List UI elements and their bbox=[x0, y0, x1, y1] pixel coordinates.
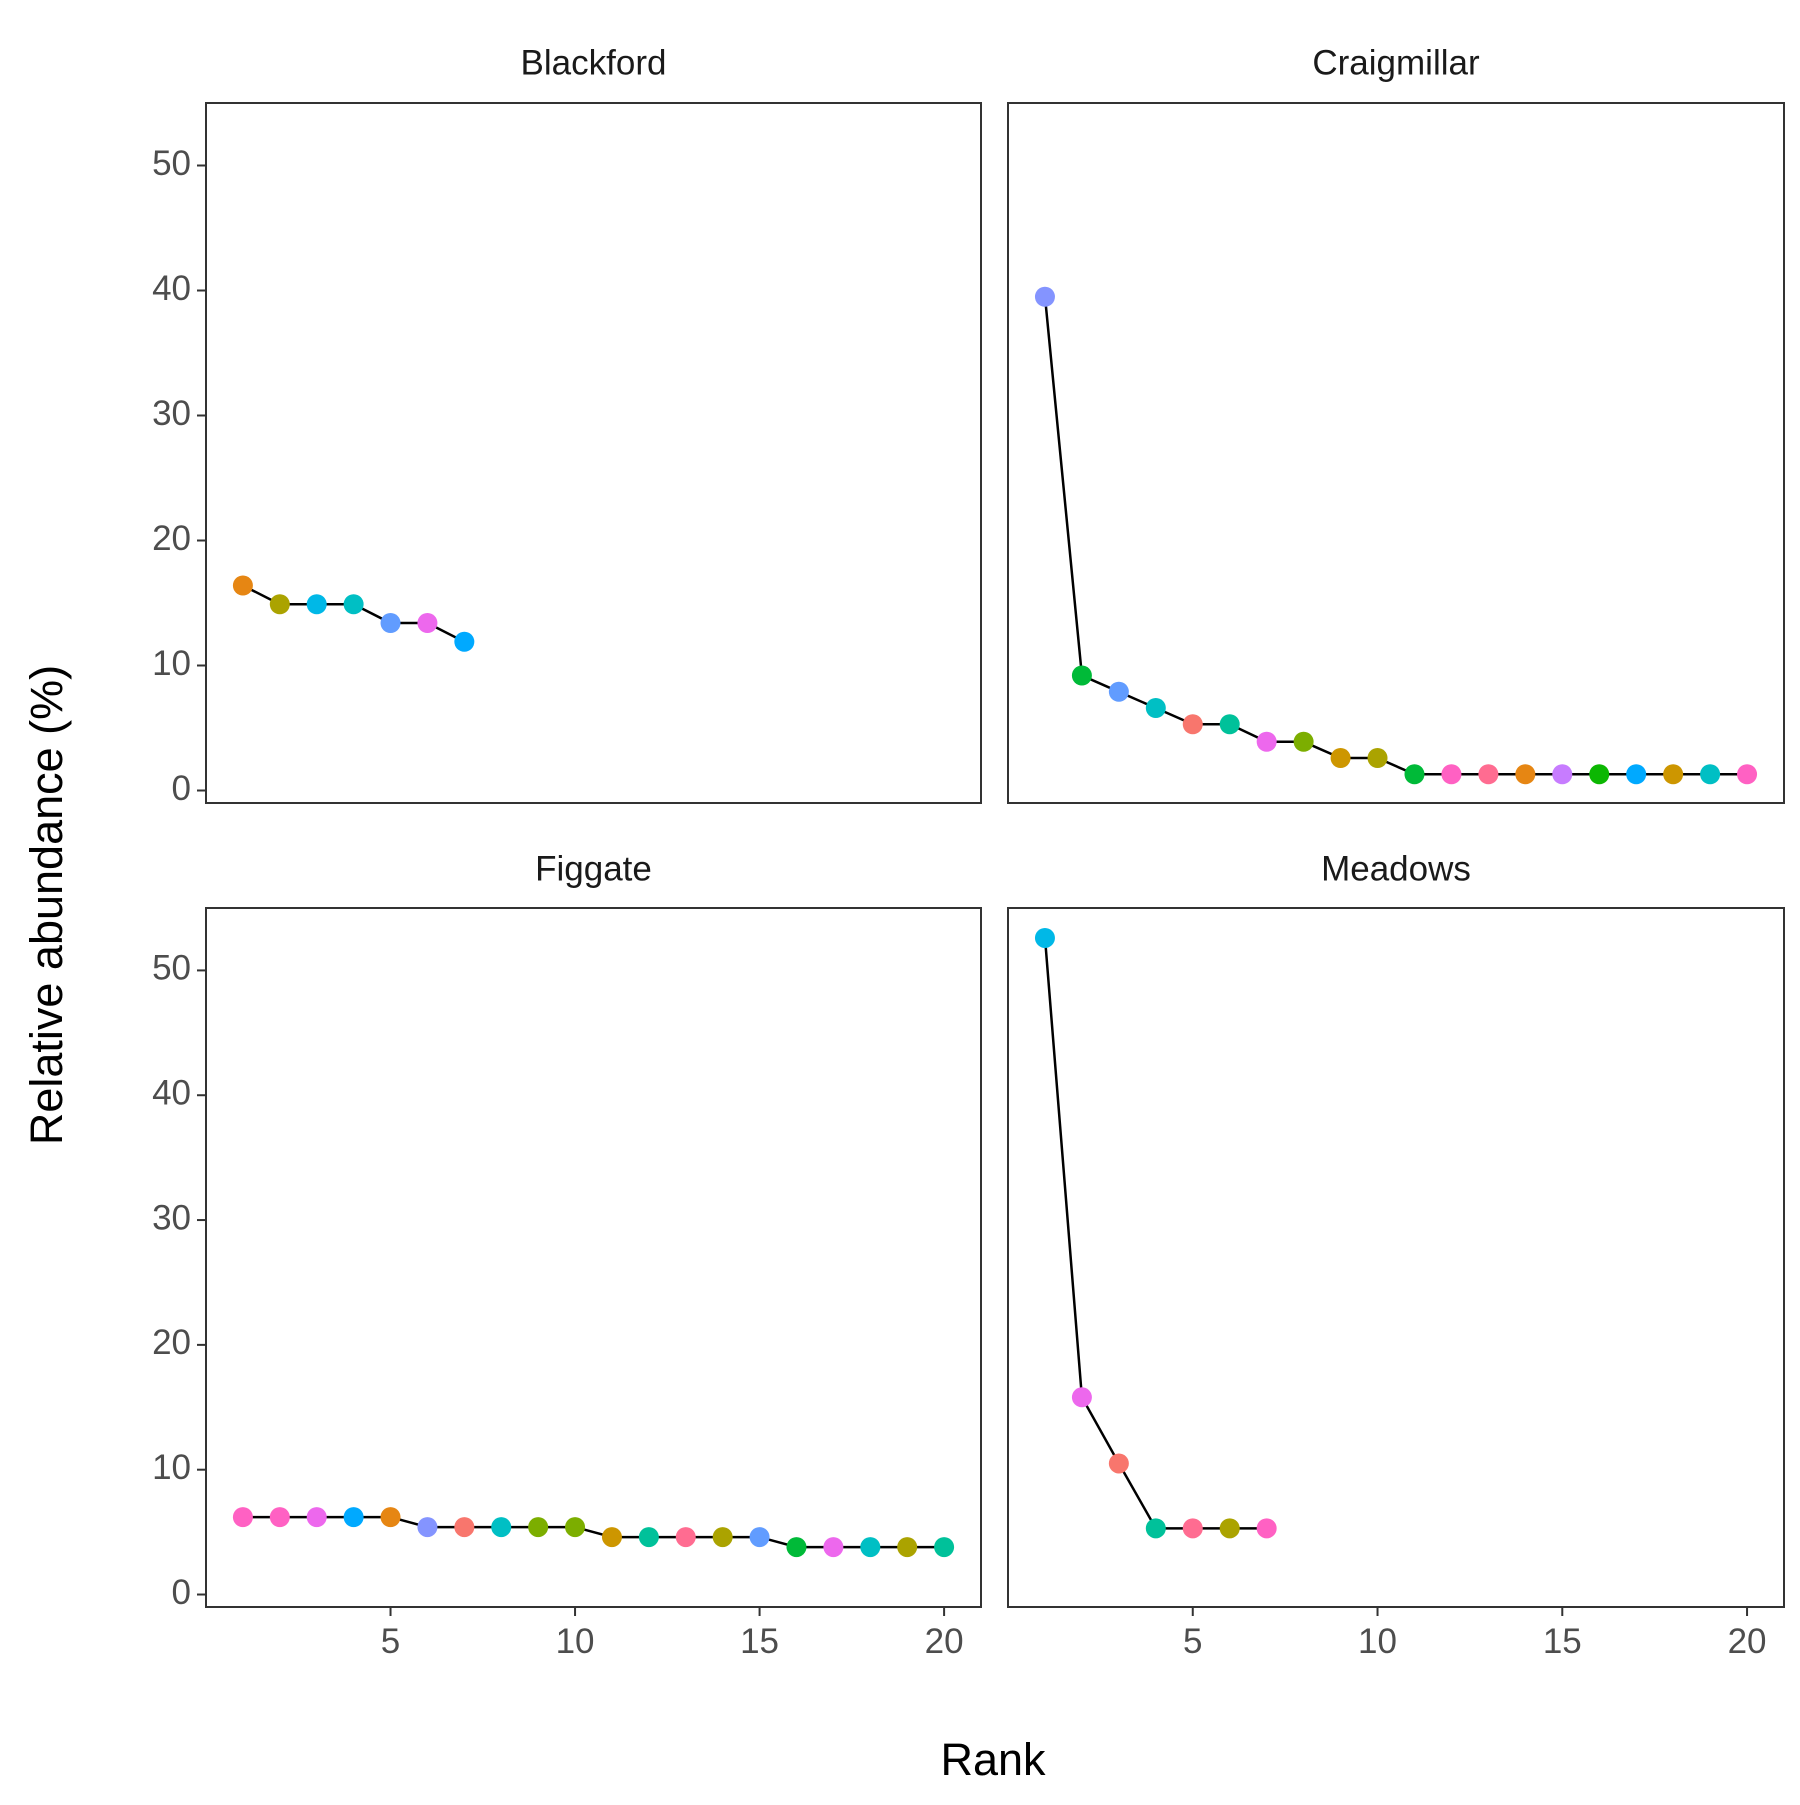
data-point-figgate bbox=[565, 1517, 586, 1538]
data-point-blackford bbox=[232, 575, 253, 596]
x-tick-label: 10 bbox=[556, 1622, 595, 1661]
data-point-craigmillar bbox=[1404, 764, 1425, 785]
data-point-meadows bbox=[1108, 1453, 1129, 1474]
data-point-blackford bbox=[417, 613, 438, 633]
data-point-craigmillar bbox=[1700, 764, 1721, 785]
data-point-craigmillar bbox=[1589, 764, 1610, 785]
panel-meadows: Meadows 5 10 15 20 bbox=[1007, 849, 1785, 1661]
data-point-craigmillar bbox=[1071, 665, 1092, 686]
panel-blackford: Blackford 0 10 20 30 40 50 bbox=[152, 43, 982, 808]
data-point-figgate bbox=[601, 1527, 622, 1548]
x-tick-label: 5 bbox=[1183, 1622, 1202, 1661]
x-tick-label: 5 bbox=[381, 1622, 400, 1661]
panel-title-craigmillar: Craigmillar bbox=[1312, 43, 1480, 82]
data-point-craigmillar bbox=[1441, 764, 1462, 785]
data-point-blackford bbox=[454, 631, 475, 652]
data-point-craigmillar bbox=[1737, 764, 1758, 785]
data-point-craigmillar bbox=[1108, 681, 1129, 702]
data-point-meadows bbox=[1182, 1518, 1203, 1539]
data-point-craigmillar bbox=[1330, 748, 1351, 768]
data-point-craigmillar bbox=[1626, 764, 1647, 785]
panel-border bbox=[1007, 102, 1785, 804]
data-point-meadows bbox=[1034, 927, 1055, 948]
panel-border bbox=[205, 907, 982, 1608]
y-tick-label: 0 bbox=[172, 1573, 191, 1612]
y-tick-label: 40 bbox=[152, 269, 191, 308]
y-tick-label: 30 bbox=[152, 1198, 191, 1237]
data-point-figgate bbox=[343, 1507, 364, 1528]
x-tick-label: 10 bbox=[1358, 1622, 1397, 1661]
data-point-meadows bbox=[1219, 1518, 1240, 1539]
y-tick-label: 30 bbox=[152, 394, 191, 433]
data-point-figgate bbox=[638, 1527, 659, 1548]
data-point-figgate bbox=[306, 1507, 327, 1528]
x-tick-label: 15 bbox=[1543, 1622, 1582, 1661]
panel-title-meadows: Meadows bbox=[1321, 849, 1471, 888]
data-point-craigmillar bbox=[1478, 764, 1499, 785]
panel-border bbox=[205, 102, 982, 804]
data-point-blackford bbox=[269, 594, 290, 615]
data-point-craigmillar bbox=[1293, 731, 1314, 752]
y-tick-label: 40 bbox=[152, 1073, 191, 1112]
data-point-figgate bbox=[712, 1527, 733, 1548]
data-point-figgate bbox=[417, 1517, 438, 1538]
data-point-craigmillar bbox=[1034, 286, 1055, 307]
data-point-craigmillar bbox=[1219, 714, 1240, 735]
x-tick-label: 15 bbox=[740, 1622, 779, 1661]
x-tick-label: 20 bbox=[1728, 1622, 1767, 1661]
panel-title-figgate: Figgate bbox=[535, 849, 652, 888]
y-axis-title: Relative abundance (%) bbox=[21, 665, 72, 1145]
y-tick-label: 20 bbox=[152, 1323, 191, 1362]
data-point-figgate bbox=[232, 1507, 253, 1528]
data-point-blackford bbox=[380, 613, 401, 633]
data-point-blackford bbox=[343, 594, 364, 615]
data-point-craigmillar bbox=[1552, 764, 1573, 785]
y-tick-label: 50 bbox=[152, 949, 191, 988]
panel-border bbox=[1007, 907, 1785, 1608]
panel-title-blackford: Blackford bbox=[521, 43, 667, 82]
data-point-craigmillar bbox=[1367, 748, 1388, 768]
y-tick-label: 20 bbox=[152, 519, 191, 558]
data-point-figgate bbox=[897, 1537, 918, 1558]
data-point-meadows bbox=[1256, 1518, 1277, 1539]
data-point-figgate bbox=[786, 1537, 807, 1558]
data-point-figgate bbox=[454, 1517, 475, 1538]
data-point-blackford bbox=[306, 594, 327, 615]
panel-craigmillar: Craigmillar bbox=[1007, 43, 1785, 804]
data-point-craigmillar bbox=[1515, 764, 1536, 785]
data-point-figgate bbox=[380, 1507, 401, 1528]
x-tick-label: 20 bbox=[925, 1622, 964, 1661]
data-point-figgate bbox=[491, 1517, 512, 1538]
data-point-meadows bbox=[1145, 1518, 1166, 1539]
data-point-meadows bbox=[1071, 1387, 1092, 1408]
data-point-figgate bbox=[823, 1537, 844, 1558]
data-point-figgate bbox=[860, 1537, 881, 1558]
data-point-figgate bbox=[749, 1527, 770, 1548]
x-axis-title: Rank bbox=[940, 1734, 1046, 1785]
data-point-figgate bbox=[528, 1517, 549, 1538]
data-point-figgate bbox=[269, 1507, 290, 1528]
data-point-craigmillar bbox=[1663, 764, 1684, 785]
data-point-craigmillar bbox=[1182, 714, 1203, 735]
data-point-figgate bbox=[675, 1527, 696, 1548]
panel-figgate: Figgate 0 10 20 30 40 50 5 10 15 20 bbox=[152, 849, 982, 1661]
y-tick-label: 10 bbox=[152, 1448, 191, 1487]
y-tick-label: 0 bbox=[172, 769, 191, 808]
data-point-craigmillar bbox=[1145, 698, 1166, 718]
y-tick-label: 10 bbox=[152, 644, 191, 683]
data-point-figgate bbox=[934, 1537, 955, 1558]
data-point-craigmillar bbox=[1256, 731, 1277, 752]
y-tick-label: 50 bbox=[152, 144, 191, 183]
